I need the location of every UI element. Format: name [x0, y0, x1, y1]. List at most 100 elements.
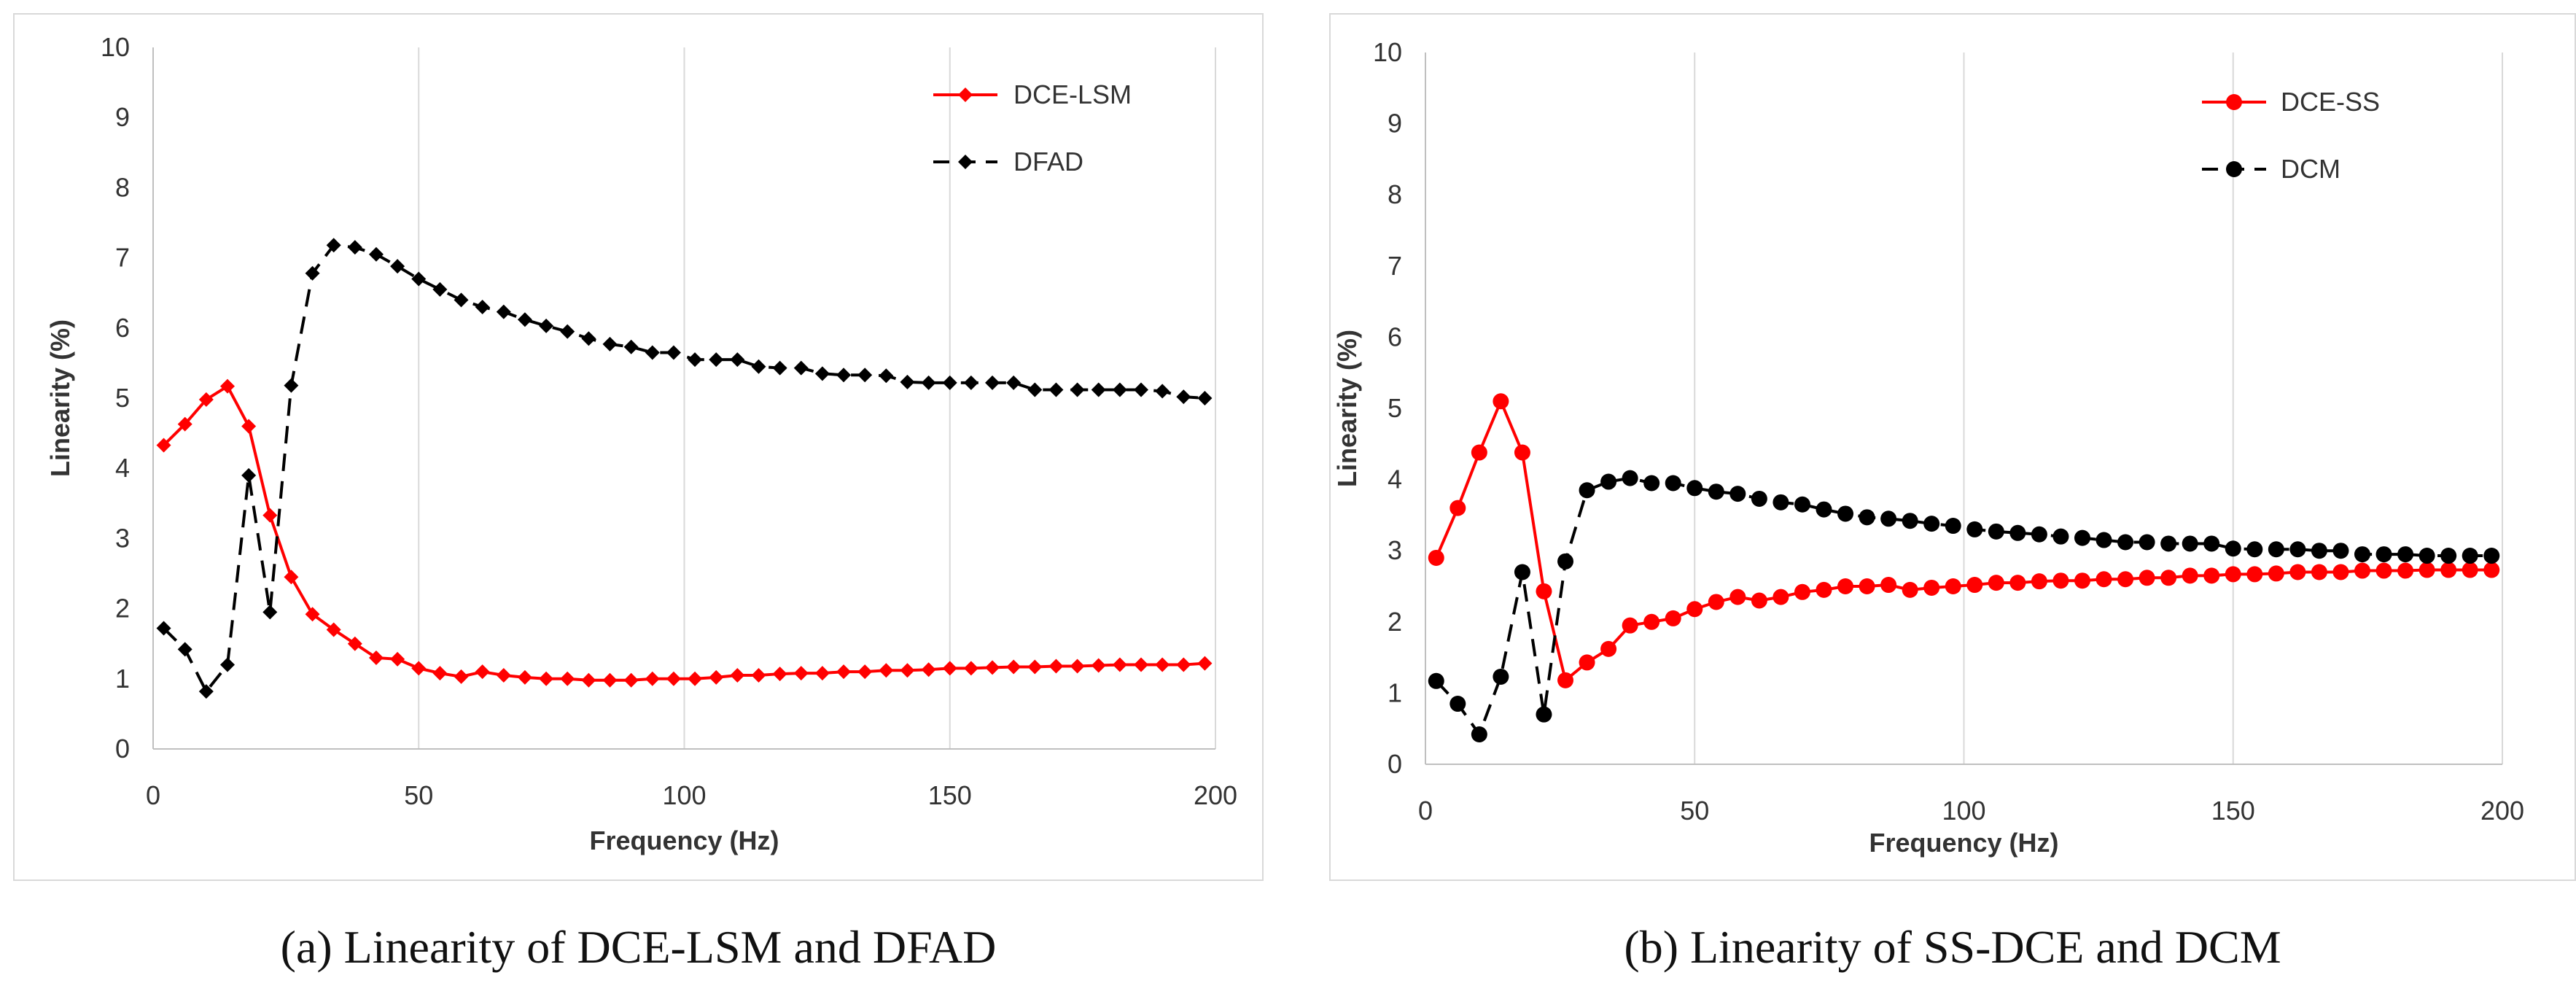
data-point: [326, 238, 341, 253]
data-point: [942, 375, 957, 390]
data-point: [1428, 549, 1444, 566]
data-point: [1600, 640, 1617, 657]
data-point: [666, 671, 681, 686]
data-point: [1665, 610, 1681, 626]
data-point: [475, 664, 490, 680]
data-point: [2246, 566, 2263, 583]
y-tick-label: 3: [115, 523, 130, 553]
data-point: [411, 271, 427, 287]
data-point: [560, 324, 575, 339]
y-tick-label: 0: [1388, 749, 1402, 779]
data-point: [241, 467, 257, 483]
data-point: [730, 667, 745, 683]
data-point: [857, 368, 873, 383]
data-point: [347, 240, 362, 255]
series-dcm: [1428, 470, 2500, 743]
data-point: [879, 368, 894, 384]
data-point: [560, 671, 575, 686]
data-point: [1643, 613, 1660, 630]
data-point: [1048, 659, 1064, 674]
data-point: [1880, 577, 1897, 594]
data-point: [1197, 656, 1213, 671]
data-point: [411, 661, 427, 676]
x-tick-label: 50: [1680, 796, 1709, 826]
data-point: [751, 359, 766, 374]
data-point: [1773, 494, 1789, 510]
data-point: [2117, 571, 2134, 588]
data-point: [2483, 548, 2500, 564]
data-point: [347, 636, 362, 651]
data-point: [1773, 589, 1789, 605]
data-point: [1837, 505, 1854, 522]
data-point: [241, 419, 257, 434]
data-point: [368, 246, 384, 262]
data-point: [1988, 523, 2004, 540]
data-point: [814, 666, 830, 681]
data-point: [1794, 496, 1810, 513]
caption-a: (a) Linearity of DCE-LSM and DFAD: [280, 921, 997, 973]
y-tick-label: 3: [1388, 535, 1402, 565]
data-point: [1665, 475, 1681, 492]
data-point: [1070, 659, 1085, 674]
data-point: [454, 669, 469, 684]
data-point: [1134, 382, 1149, 397]
data-point: [602, 336, 618, 352]
data-point: [2031, 526, 2047, 543]
data-point: [2375, 546, 2392, 563]
data-point: [836, 664, 852, 680]
chart-panel-b: [1329, 13, 2576, 881]
data-point: [1112, 382, 1127, 397]
data-point: [156, 438, 171, 453]
data-point: [2096, 532, 2112, 548]
data-point: [198, 392, 214, 407]
y-tick-label: 8: [115, 172, 130, 202]
data-point: [645, 345, 660, 360]
data-point: [709, 669, 724, 685]
data-point: [1686, 601, 1703, 618]
data-point: [1816, 501, 1832, 518]
x-tick-label: 150: [2211, 796, 2255, 826]
data-point: [1155, 657, 1170, 672]
data-point: [1006, 659, 1022, 675]
data-point: [1988, 575, 2004, 591]
data-point: [305, 607, 320, 622]
data-point: [772, 360, 787, 376]
x-tick-label: 50: [404, 780, 433, 810]
y-tick-label: 8: [1388, 179, 1402, 209]
data-point: [2354, 546, 2370, 563]
data-point: [1966, 521, 1983, 537]
data-point: [1176, 657, 1191, 672]
data-point: [857, 664, 873, 680]
data-point: [730, 352, 745, 368]
data-point: [1514, 444, 1530, 461]
data-point: [1729, 486, 1746, 502]
data-point: [262, 508, 278, 523]
series-dce-ss: [1428, 393, 2500, 688]
data-point: [2397, 546, 2414, 563]
data-point: [2182, 567, 2198, 584]
data-point: [2419, 562, 2435, 578]
data-point: [496, 304, 511, 319]
data-point: [1493, 668, 1509, 685]
data-point: [1006, 375, 1022, 390]
data-point: [1514, 564, 1530, 580]
data-point: [1048, 382, 1064, 397]
legend-label-dfad: DFAD: [1013, 147, 1083, 176]
series-dce-lsm: [156, 378, 1213, 688]
data-point: [1966, 577, 1983, 594]
data-point: [900, 663, 915, 678]
y-tick-label: 4: [115, 453, 130, 483]
x-tick-label: 100: [662, 780, 706, 810]
data-point: [623, 672, 639, 688]
data-point: [2203, 535, 2220, 552]
data-point: [284, 378, 299, 393]
data-point: [963, 661, 978, 676]
data-point: [1027, 659, 1043, 675]
x-tick-label: 200: [1194, 780, 1237, 810]
data-point: [284, 570, 299, 585]
y-axis-label: Linearity (%): [45, 319, 75, 477]
data-point: [368, 650, 384, 665]
data-point: [1112, 657, 1127, 672]
